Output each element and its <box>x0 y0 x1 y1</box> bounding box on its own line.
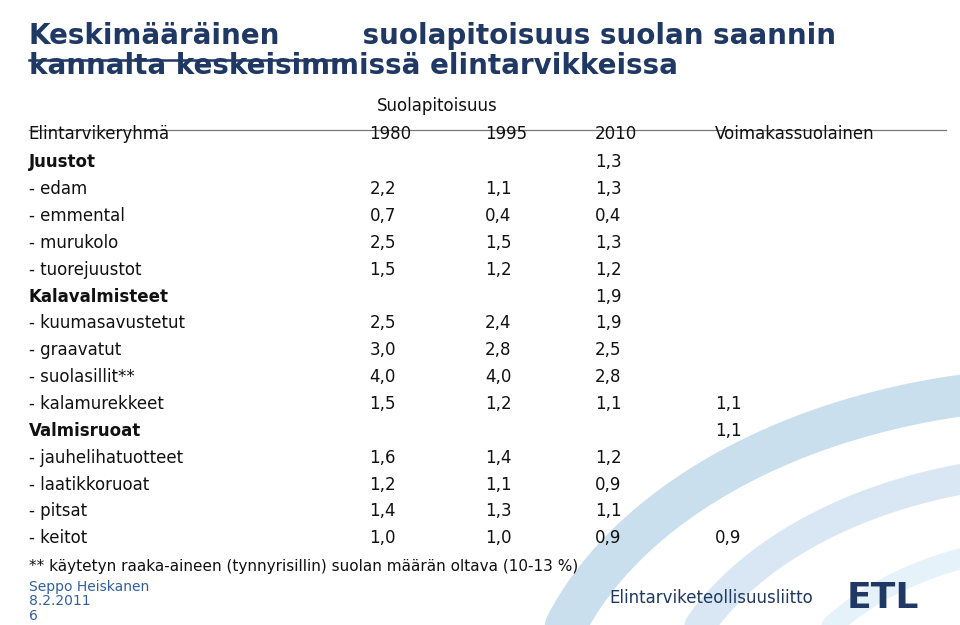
Text: 1,4: 1,4 <box>485 449 512 467</box>
Text: 1,1: 1,1 <box>485 476 512 494</box>
Text: 0,7: 0,7 <box>370 207 396 225</box>
Text: 1995: 1995 <box>485 125 527 143</box>
Text: 1,9: 1,9 <box>595 288 622 306</box>
Text: - keitot: - keitot <box>29 529 87 548</box>
Text: 1,3: 1,3 <box>595 153 622 171</box>
Text: 8.2.2011: 8.2.2011 <box>29 594 90 608</box>
Text: - tuorejuustot: - tuorejuustot <box>29 261 141 279</box>
Text: 1,2: 1,2 <box>595 261 622 279</box>
Text: 1980: 1980 <box>370 125 412 143</box>
Text: ** käytetyn raaka-aineen (tynnyrisillin) suolan määrän oltava (10-13 %): ** käytetyn raaka-aineen (tynnyrisillin)… <box>29 559 578 574</box>
Text: 1,0: 1,0 <box>370 529 396 548</box>
Text: 1,1: 1,1 <box>485 180 512 198</box>
Text: Voimakassuolainen: Voimakassuolainen <box>715 125 875 143</box>
Text: - jauhelihatuotteet: - jauhelihatuotteet <box>29 449 183 467</box>
Text: - emmental: - emmental <box>29 207 125 225</box>
Text: - suolasillit**: - suolasillit** <box>29 368 134 386</box>
Text: 1,2: 1,2 <box>370 476 396 494</box>
Text: 1,6: 1,6 <box>370 449 396 467</box>
Text: - kalamurekkeet: - kalamurekkeet <box>29 395 163 413</box>
Text: 1,9: 1,9 <box>595 314 622 332</box>
Text: 2,8: 2,8 <box>485 341 512 359</box>
Text: Valmisruoat: Valmisruoat <box>29 422 141 440</box>
Text: 1,3: 1,3 <box>485 503 512 521</box>
Text: 1,1: 1,1 <box>595 395 622 413</box>
Text: 1,2: 1,2 <box>485 261 512 279</box>
Text: - edam: - edam <box>29 180 87 198</box>
Text: 1,1: 1,1 <box>715 422 742 440</box>
Text: 2,5: 2,5 <box>595 341 622 359</box>
Text: Seppo Heiskanen: Seppo Heiskanen <box>29 580 149 594</box>
Text: kannalta keskeisimmissä elintarvikkeissa: kannalta keskeisimmissä elintarvikkeissa <box>29 52 678 80</box>
Text: Suolapitoisuus: Suolapitoisuus <box>376 97 497 115</box>
Text: 0,4: 0,4 <box>485 207 511 225</box>
Text: Keskimääräinen: Keskimääräinen <box>29 22 280 50</box>
Text: - laatikkoruoat: - laatikkoruoat <box>29 476 149 494</box>
Text: 0,9: 0,9 <box>715 529 741 548</box>
Text: Elintarvikeryhmä: Elintarvikeryhmä <box>29 125 170 143</box>
Text: suolapitoisuus suolan saannin: suolapitoisuus suolan saannin <box>353 22 836 50</box>
Text: Kalavalmisteet: Kalavalmisteet <box>29 288 169 306</box>
Text: 4,0: 4,0 <box>370 368 396 386</box>
Text: 1,2: 1,2 <box>595 449 622 467</box>
Text: 1,3: 1,3 <box>595 180 622 198</box>
Text: 2,5: 2,5 <box>370 234 396 252</box>
Text: Juustot: Juustot <box>29 153 96 171</box>
Text: 1,5: 1,5 <box>485 234 512 252</box>
Text: 2,2: 2,2 <box>370 180 396 198</box>
Text: - graavatut: - graavatut <box>29 341 121 359</box>
Text: 2,4: 2,4 <box>485 314 512 332</box>
Text: 2010: 2010 <box>595 125 637 143</box>
Text: 1,1: 1,1 <box>715 395 742 413</box>
Text: 1,3: 1,3 <box>595 234 622 252</box>
Text: - murukolo: - murukolo <box>29 234 118 252</box>
Text: 6: 6 <box>29 609 37 622</box>
Text: Elintarviketeollisuusliitto: Elintarviketeollisuusliitto <box>610 589 813 607</box>
Text: 1,2: 1,2 <box>485 395 512 413</box>
Text: 2,5: 2,5 <box>370 314 396 332</box>
Text: 0,9: 0,9 <box>595 476 621 494</box>
Text: 1,5: 1,5 <box>370 395 396 413</box>
Text: 3,0: 3,0 <box>370 341 396 359</box>
Text: 1,5: 1,5 <box>370 261 396 279</box>
Text: ETL: ETL <box>847 581 919 615</box>
Text: 1,1: 1,1 <box>595 503 622 521</box>
Text: 1,4: 1,4 <box>370 503 396 521</box>
Text: 4,0: 4,0 <box>485 368 511 386</box>
Text: 0,4: 0,4 <box>595 207 621 225</box>
Text: - kuumasavustetut: - kuumasavustetut <box>29 314 184 332</box>
Text: 2,8: 2,8 <box>595 368 622 386</box>
Text: 1,0: 1,0 <box>485 529 512 548</box>
Text: 0,9: 0,9 <box>595 529 621 548</box>
Text: - pitsat: - pitsat <box>29 503 87 521</box>
